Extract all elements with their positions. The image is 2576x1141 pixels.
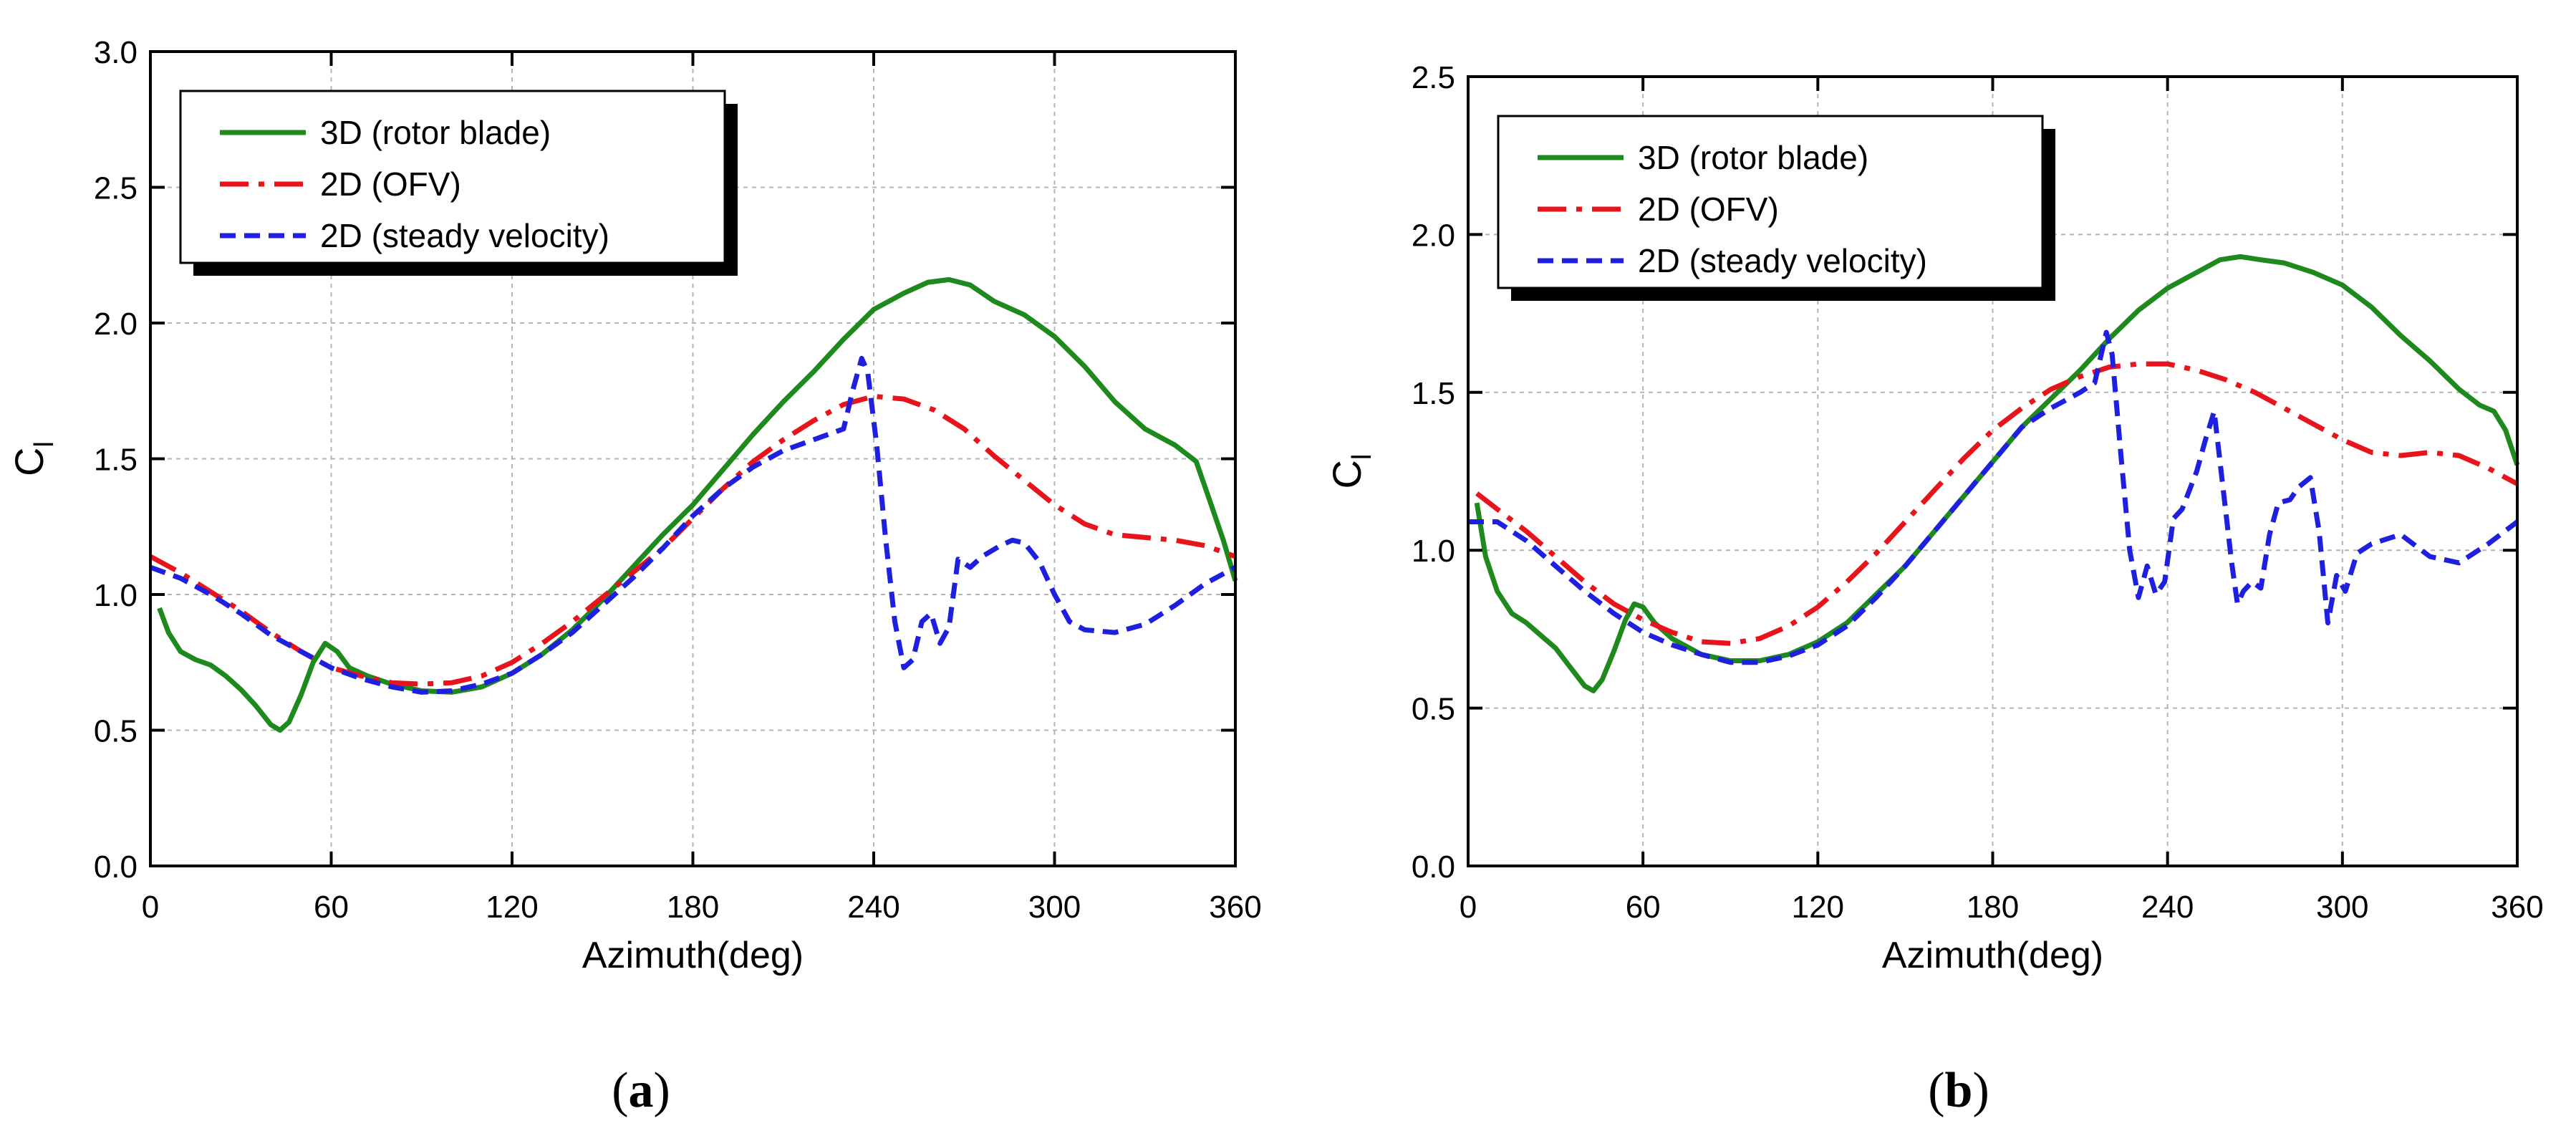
legend-label-1: 3D (rotor blade) (320, 114, 551, 151)
chart-panel-a: 0 60 120 180 240 300 360 0.0 0.5 1.0 1.5 2.0 2.5 3.0 A… (6, 35, 1262, 976)
legend-box (1497, 115, 2044, 289)
legend-label-3: 2D (steady velocity) (1638, 242, 1927, 279)
x-tick-label: 120 (1792, 890, 1844, 925)
x-tick-label: 180 (667, 890, 719, 925)
y-axis: 0.0 0.5 1.0 1.5 2.0 2.5 (1412, 60, 2517, 885)
y-axis: 0.0 0.5 1.0 1.5 2.0 2.5 3.0 (94, 35, 1235, 885)
x-tick-label: 240 (847, 890, 899, 925)
caption-letter-a: a (629, 1063, 654, 1118)
series-line-3 (1468, 329, 2519, 665)
y-tick-label: 0.0 (1412, 849, 1455, 885)
legend-label-3: 2D (steady velocity) (320, 217, 609, 254)
caption-panel-a: (a) (612, 1063, 670, 1118)
x-tick-label: 240 (2141, 890, 2194, 925)
caption-panel-b: (b) (1928, 1063, 1989, 1118)
y-tick-label: 2.0 (94, 307, 138, 342)
legend-label-2: 2D (OFV) (1638, 191, 1779, 228)
y-axis-label: Cl (1324, 454, 1377, 489)
x-axis: 0 60 120 180 240 300 360 (1460, 77, 2544, 925)
y-tick-label: 3.0 (94, 35, 138, 70)
series-group (149, 276, 1238, 733)
x-axis-label: Azimuth(deg) (1882, 935, 2103, 976)
x-tick-label: 60 (1626, 890, 1661, 925)
x-tick-label: 0 (1460, 890, 1477, 925)
y-tick-label: 2.5 (1412, 60, 1455, 95)
x-tick-label: 300 (1028, 890, 1081, 925)
y-tick-label: 0.0 (94, 849, 138, 885)
x-tick-label: 120 (486, 890, 538, 925)
caption-letter-b: b (1945, 1063, 1973, 1118)
x-tick-label: 300 (2316, 890, 2368, 925)
x-tick-label: 180 (1967, 890, 2019, 925)
y-tick-label: 2.0 (1412, 218, 1455, 253)
x-tick-label: 60 (314, 890, 349, 925)
series-line-3 (149, 355, 1237, 695)
y-axis-label-subscript: l (29, 441, 59, 447)
x-tick-label: 360 (1209, 890, 1261, 925)
y-tick-label: 0.5 (94, 714, 138, 749)
chart-panel-b: 0 60 120 180 240 300 360 0.0 0.5 1.0 1.5 2.0 2.5 Azim… (1324, 60, 2544, 976)
x-tick-label: 0 (142, 890, 159, 925)
y-tick-label: 1.0 (94, 578, 138, 613)
legend: 3D (rotor blade) 2D (OFV) 2D (steady veloc… (1497, 115, 2055, 301)
y-tick-label: 0.5 (1412, 692, 1455, 727)
y-tick-label: 2.5 (94, 171, 138, 206)
y-axis-label-subscript: l (1347, 454, 1377, 460)
x-axis: 0 60 120 180 240 300 360 (142, 52, 1262, 925)
y-tick-label: 1.0 (1412, 534, 1455, 569)
series-group (1468, 254, 2520, 693)
y-tick-label: 1.5 (1412, 376, 1455, 411)
x-tick-label: 360 (2491, 890, 2543, 925)
x-axis-label: Azimuth(deg) (582, 935, 804, 976)
legend-label-1: 3D (rotor blade) (1638, 139, 1868, 176)
legend: 3D (rotor blade) 2D (OFV) 2D (steady veloc… (179, 90, 738, 276)
y-axis-label: Cl (6, 441, 59, 476)
y-tick-label: 1.5 (94, 443, 138, 478)
legend-label-2: 2D (OFV) (320, 165, 461, 203)
